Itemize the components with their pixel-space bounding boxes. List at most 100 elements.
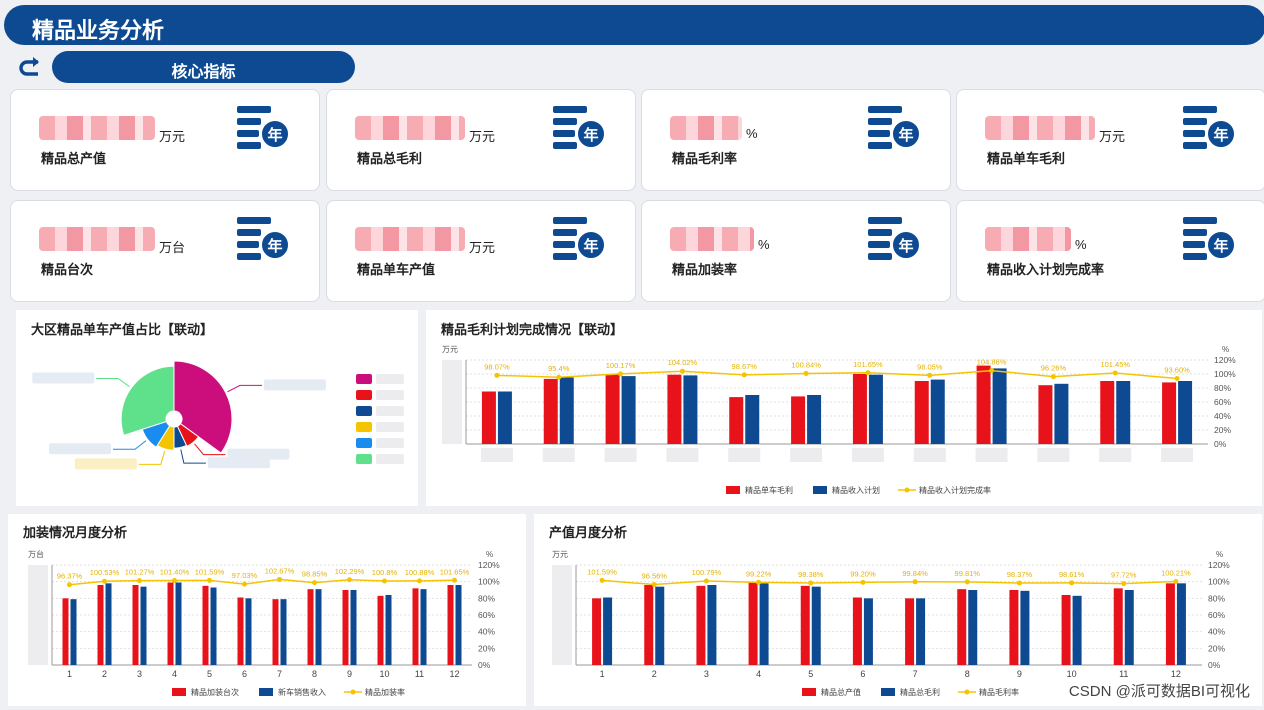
rate-point[interactable] [137,578,142,584]
year-icon[interactable]: 年 [553,104,605,150]
rate-point[interactable] [679,368,685,374]
rate-point[interactable] [964,579,970,585]
bar-series-2[interactable] [707,585,717,665]
rate-point[interactable] [67,582,72,588]
rate-point[interactable] [1174,375,1180,381]
bar-series-2[interactable] [455,585,462,665]
bar-series-1[interactable] [729,397,744,444]
rate-point[interactable] [803,370,809,376]
bar-series-1[interactable] [667,374,682,444]
year-icon[interactable]: 年 [868,215,920,261]
bar-series-2[interactable] [350,590,357,665]
bar-series-2[interactable] [245,598,252,665]
rate-point[interactable] [312,580,317,586]
bar-series-1[interactable] [543,378,558,444]
bar-series-1[interactable] [644,585,654,665]
bar-series-2[interactable] [559,377,574,445]
bar-series-2[interactable] [992,368,1007,444]
bar-series-1[interactable] [132,585,139,665]
rate-point[interactable] [277,576,282,582]
output-chart[interactable]: 万元 %120%100%80%60%40%20%0%1 2 3 4 5 6 7 8 9 10 11 12… [534,514,1262,706]
bar-series-2[interactable] [105,583,112,665]
legend-swatch[interactable] [802,688,816,696]
bar-series-1[interactable] [852,597,862,666]
legend-swatch[interactable] [356,438,372,448]
kpi-card[interactable]: % 精品加装率 年 [641,200,951,302]
bar-series-2[interactable] [315,589,322,665]
rate-point[interactable] [860,579,866,585]
bar-series-2[interactable] [863,598,873,665]
bar-series-1[interactable] [272,599,279,665]
bar-series-2[interactable] [1072,595,1082,665]
bar-series-2[interactable] [280,599,287,665]
bar-series-1[interactable] [800,585,810,665]
rate-point[interactable] [1173,578,1179,584]
rate-point[interactable] [1016,580,1022,586]
bar-series-1[interactable] [696,585,706,665]
rate-point[interactable] [347,577,352,583]
rate-point[interactable] [865,370,871,376]
rate-point[interactable] [618,371,624,377]
bar-series-2[interactable] [621,376,636,444]
bar-series-1[interactable] [377,595,384,665]
bar-series-1[interactable] [592,598,602,665]
legend-swatch[interactable] [259,688,273,696]
kpi-card[interactable]: 万元 精品单车毛利 年 [956,89,1264,191]
bar-series-1[interactable] [905,598,915,665]
bar-series-1[interactable] [852,374,867,444]
bar-series-1[interactable] [1162,382,1177,444]
bar-series-2[interactable] [1176,583,1186,665]
rate-point[interactable] [1050,374,1056,380]
bar-series-1[interactable] [1038,385,1053,444]
bar-series-1[interactable] [957,589,967,665]
kpi-card[interactable]: 万元 精品总毛利 年 [326,89,636,191]
bar-series-2[interactable] [655,586,665,665]
bar-series-2[interactable] [1116,381,1131,444]
bar-series-1[interactable] [791,396,806,444]
rate-point[interactable] [912,579,918,585]
year-icon[interactable]: 年 [237,215,289,261]
rate-point[interactable] [989,368,995,374]
bar-series-2[interactable] [868,374,883,444]
legend-swatch[interactable] [881,688,895,696]
year-icon[interactable]: 年 [553,215,605,261]
bar-series-1[interactable] [237,597,244,666]
year-icon[interactable]: 年 [868,104,920,150]
bar-series-2[interactable] [1124,590,1134,665]
legend-swatch[interactable] [356,390,372,400]
bar-series-1[interactable] [914,381,929,444]
kpi-card[interactable]: 万台 精品台次 年 [10,200,320,302]
bar-series-1[interactable] [605,374,620,444]
installation-chart[interactable]: 万台 %120%100%80%60%40%20%0%1 2 3 4 5 6 7 8 9 10 11 12… [8,514,526,706]
rate-point[interactable] [1069,580,1075,586]
rate-point[interactable] [242,581,247,587]
year-icon[interactable]: 年 [1183,215,1235,261]
bar-series-2[interactable] [759,583,769,665]
bar-series-2[interactable] [175,582,182,666]
rate-point[interactable] [927,372,933,378]
bar-series-1[interactable] [1061,595,1071,665]
kpi-card[interactable]: 万元 精品总产值 年 [10,89,320,191]
bar-series-1[interactable] [97,585,104,665]
bar-series-2[interactable] [1020,590,1030,665]
bar-series-1[interactable] [1165,583,1175,665]
bar-series-2[interactable] [745,395,760,444]
profit-plan-chart[interactable]: 万元 %120% 100% 80% 60% 40% 20% 0% 98.07% 95.4% 100.… [426,310,1262,506]
bar-series-2[interactable] [603,597,613,666]
bar-series-1[interactable] [202,585,209,665]
bar-series-2[interactable] [930,379,945,444]
kpi-card[interactable]: % 精品毛利率 年 [641,89,951,191]
bar-series-2[interactable] [497,391,512,445]
kpi-card[interactable]: % 精品收入计划完成率 年 [956,200,1264,302]
rate-point[interactable] [556,374,562,380]
bar-series-1[interactable] [307,589,314,665]
rate-point[interactable] [207,577,212,583]
rate-point[interactable] [102,578,107,584]
bar-series-2[interactable] [916,598,926,665]
bar-series-2[interactable] [968,590,978,665]
bar-series-1[interactable] [1113,588,1123,665]
rate-point[interactable] [452,577,457,583]
rate-point[interactable] [494,372,500,378]
rate-point[interactable] [382,578,387,584]
bar-series-2[interactable] [1054,383,1069,444]
